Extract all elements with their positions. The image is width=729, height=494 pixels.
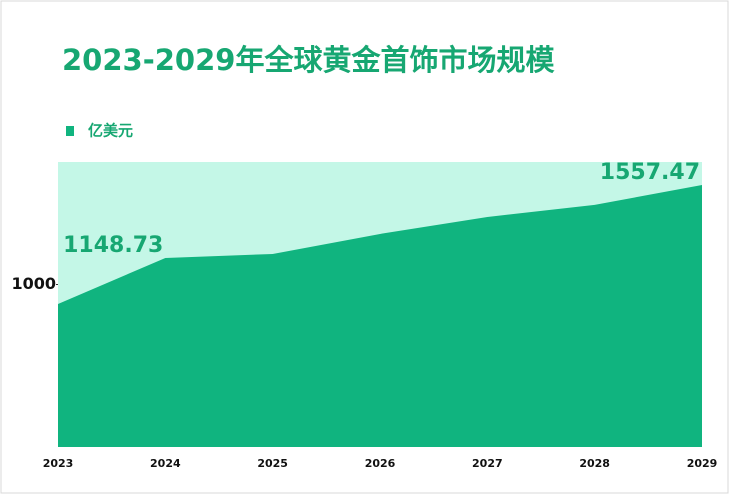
value-label: 1557.47 xyxy=(600,160,700,185)
legend-marker xyxy=(66,126,74,136)
legend-label: 亿美元 xyxy=(88,122,133,140)
x-tick-label: 2024 xyxy=(150,457,181,470)
x-tick-label: 2028 xyxy=(579,457,610,470)
x-tick-label: 2025 xyxy=(257,457,288,470)
x-tick-label: 2026 xyxy=(365,457,396,470)
value-label: 1148.73 xyxy=(63,233,163,258)
y-tick-label: 1000 xyxy=(11,274,56,293)
x-tick-label: 2029 xyxy=(687,457,718,470)
x-tick-label: 2023 xyxy=(43,457,74,470)
area xyxy=(58,184,702,447)
x-tick-label: 2027 xyxy=(472,457,503,470)
chart-title: 2023-2029年全球黄金首饰市场规模 xyxy=(62,43,555,77)
